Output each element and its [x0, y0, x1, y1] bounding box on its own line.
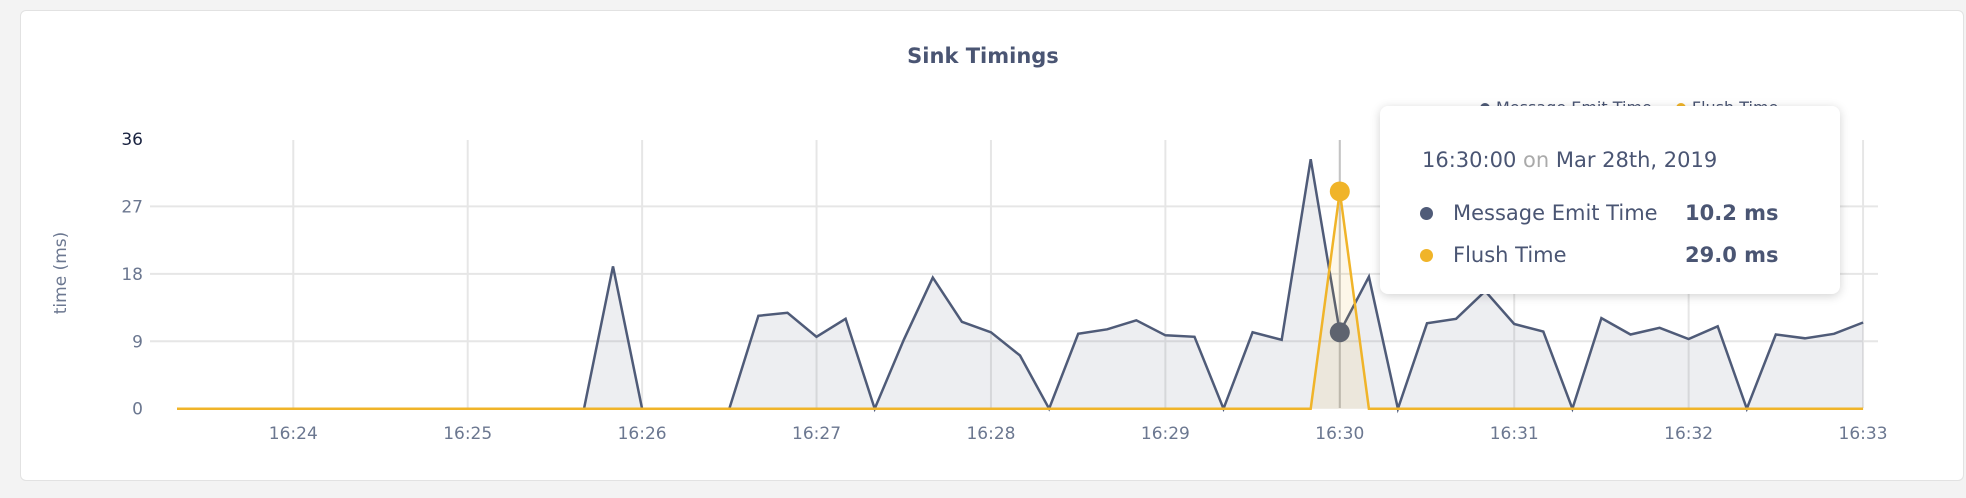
y-tick-label: 18	[121, 265, 143, 285]
x-tick-label: 16:27	[792, 424, 841, 444]
point-flush	[1329, 181, 1350, 202]
point-emit	[1329, 322, 1350, 343]
x-tick-label: 16:28	[966, 424, 1015, 444]
y-tick-label: 36	[121, 130, 143, 150]
x-tick-label: 16:32	[1664, 424, 1713, 444]
tooltip-row-flush: Flush Time 29.0 ms	[1420, 243, 1820, 267]
x-tick-label: 16:26	[618, 424, 667, 444]
y-tick-label: 0	[132, 400, 143, 420]
series	[177, 158, 1864, 414]
area-emit	[177, 159, 1864, 409]
tooltip-row-emit: Message Emit Time 10.2 ms	[1420, 201, 1820, 225]
tooltip-date: 16:30:00 on Mar 28th, 2019	[1422, 148, 1718, 172]
x-axis: 16:24 16:25 16:26 16:27 16:28 16:29 16:30 16:31…	[269, 424, 1888, 444]
y-axis: 0 9 18 27 36	[121, 130, 143, 420]
x-tick-label: 16:33	[1839, 424, 1888, 444]
y-tick-label: 27	[121, 197, 143, 217]
y-axis-label: time (ms)	[51, 232, 71, 315]
flush-dot-icon	[1420, 248, 1433, 262]
x-tick-label: 16:25	[443, 424, 492, 444]
x-tick-label: 16:31	[1490, 424, 1539, 444]
tooltip: 16:30:00 on Mar 28th, 2019 Message Emit …	[1380, 106, 1840, 294]
line-flush	[177, 191, 1864, 410]
x-tick-label: 16:29	[1141, 424, 1190, 444]
y-tick-label: 9	[132, 332, 143, 352]
x-tick-label: 16:30	[1315, 424, 1364, 444]
chart-title: Sink Timings	[907, 44, 1059, 68]
emit-dot-icon	[1420, 206, 1433, 220]
x-tick-label: 16:24	[269, 424, 318, 444]
